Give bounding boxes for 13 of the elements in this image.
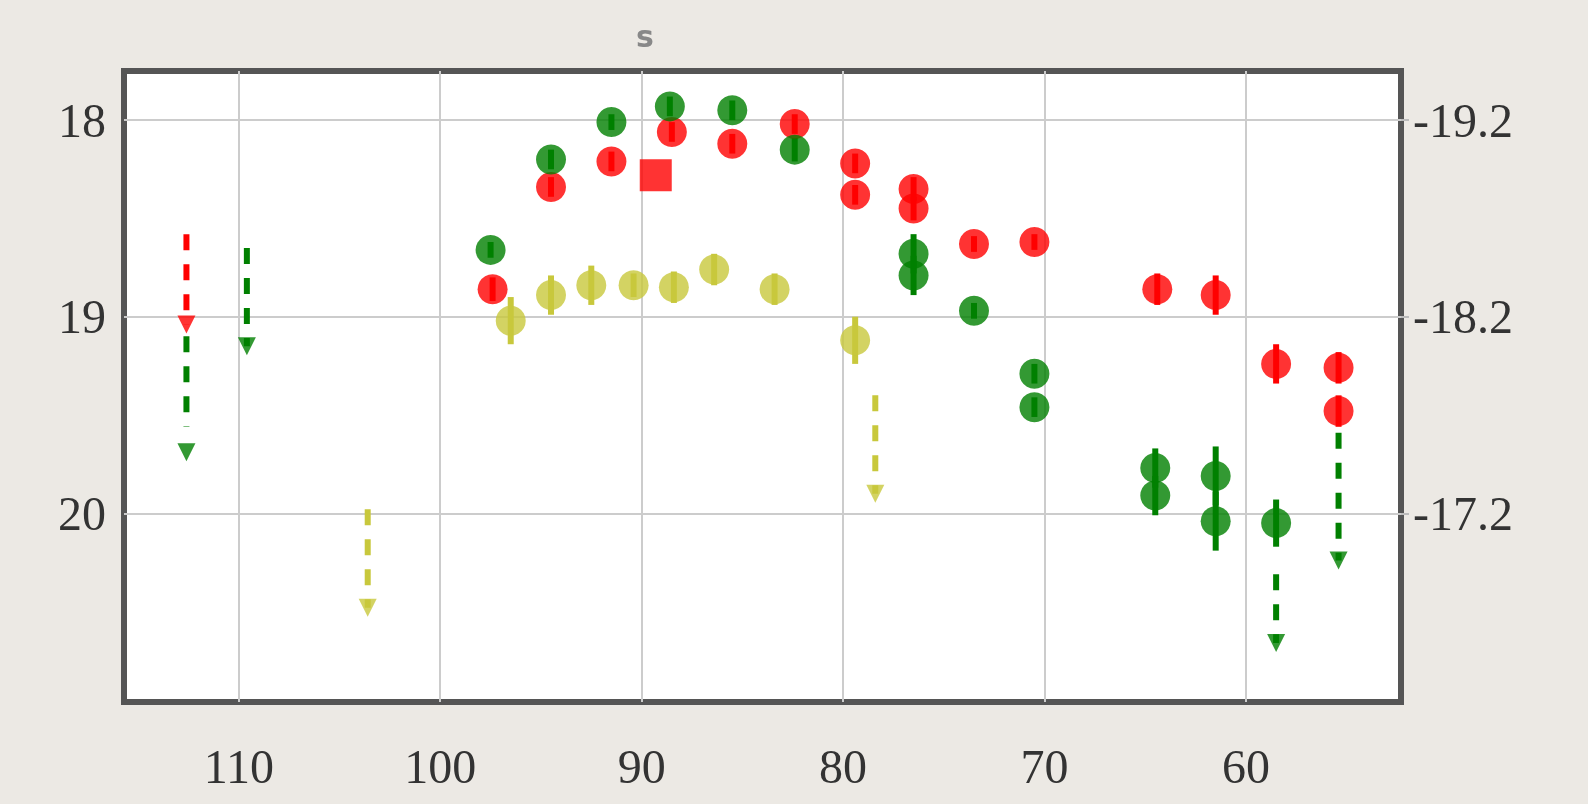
y-tick-label: 20	[58, 486, 106, 540]
y2-tick-label: -19.2	[1413, 93, 1513, 147]
y-tick-label: 18	[58, 93, 106, 147]
x-tick-label: 80	[819, 739, 868, 793]
y2-tick-label: -18.2	[1413, 290, 1513, 344]
x-tick-label: 100	[404, 739, 477, 793]
x-tick-label: 60	[1221, 739, 1270, 793]
x-tick-label: 110	[203, 739, 274, 793]
chart-title: s	[636, 18, 654, 54]
x-tick-label: 70	[1020, 739, 1069, 793]
x-tick-label: 90	[617, 739, 666, 793]
y-tick-label: 19	[58, 290, 106, 344]
y2-tick-label: -17.2	[1413, 486, 1513, 540]
